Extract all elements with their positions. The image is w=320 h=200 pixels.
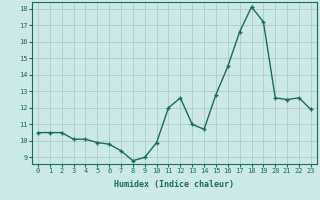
X-axis label: Humidex (Indice chaleur): Humidex (Indice chaleur) [115,180,234,189]
